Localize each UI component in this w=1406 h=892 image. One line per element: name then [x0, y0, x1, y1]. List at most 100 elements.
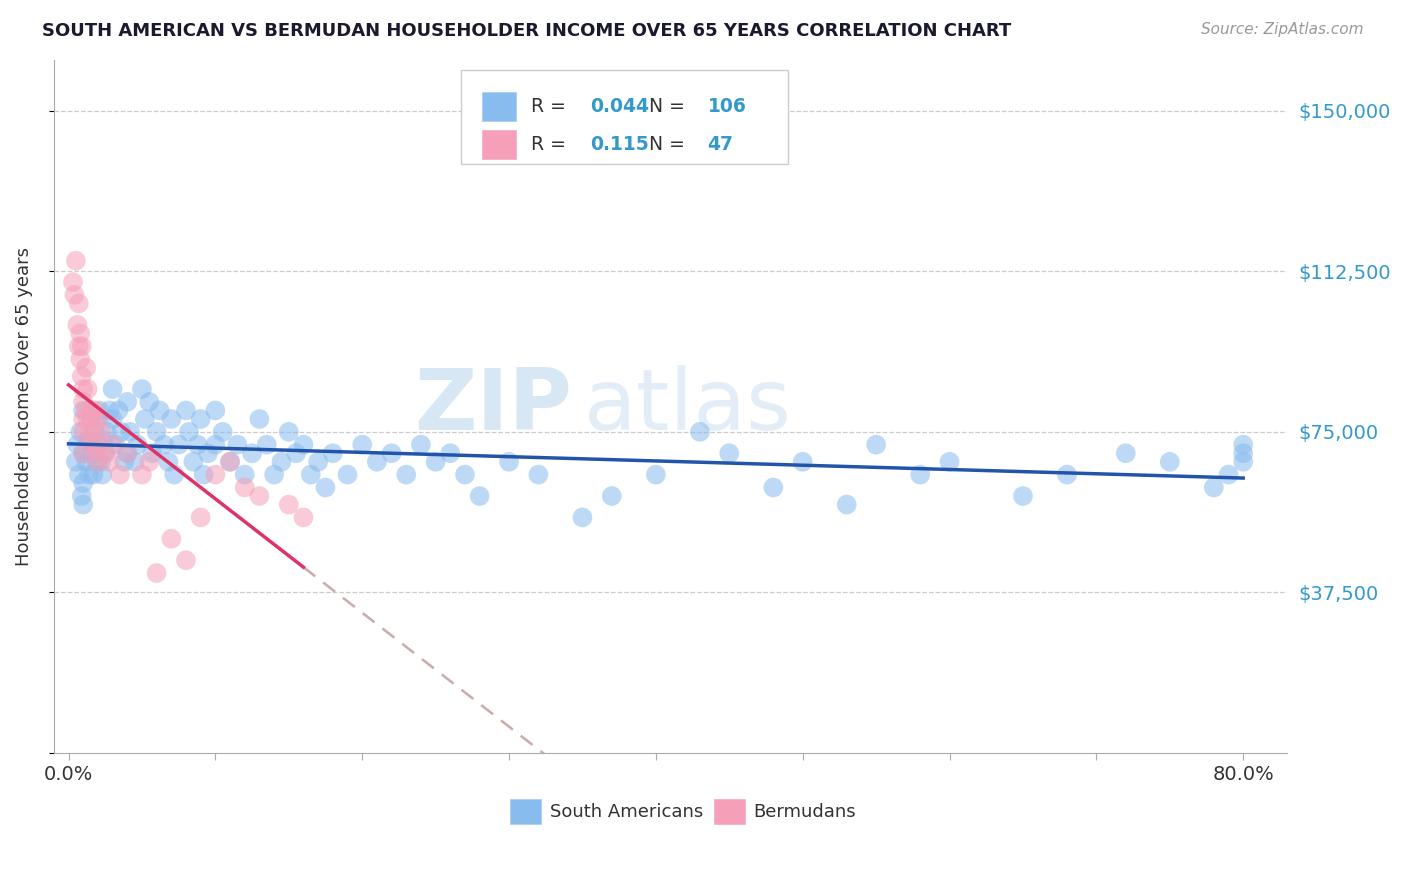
- Point: [197, 446, 219, 460]
- Point: [233, 480, 256, 494]
- Point: [270, 455, 292, 469]
- Point: [865, 438, 887, 452]
- Point: [117, 395, 139, 409]
- Point: [75, 360, 97, 375]
- Text: SOUTH AMERICAN VS BERMUDAN HOUSEHOLDER INCOME OVER 65 YEARS CORRELATION CHART: SOUTH AMERICAN VS BERMUDAN HOUSEHOLDER I…: [42, 22, 1011, 40]
- Text: 106: 106: [707, 97, 747, 116]
- Point: [72, 446, 94, 460]
- Point: [90, 425, 112, 439]
- Point: [167, 438, 190, 452]
- Point: [69, 326, 91, 341]
- Point: [138, 395, 160, 409]
- Point: [101, 412, 124, 426]
- Point: [240, 446, 263, 460]
- Point: [94, 446, 117, 460]
- Point: [395, 467, 418, 482]
- Point: [80, 412, 103, 426]
- Point: [762, 480, 785, 494]
- Point: [70, 489, 93, 503]
- Text: ZIP: ZIP: [415, 365, 572, 448]
- Point: [77, 425, 100, 439]
- Point: [87, 455, 110, 469]
- Point: [75, 455, 97, 469]
- Point: [285, 446, 308, 460]
- Text: Bermudans: Bermudans: [754, 803, 856, 821]
- Point: [79, 403, 101, 417]
- Point: [76, 434, 98, 448]
- Point: [160, 532, 183, 546]
- Point: [409, 438, 432, 452]
- Point: [67, 296, 90, 310]
- Point: [145, 425, 167, 439]
- Point: [233, 467, 256, 482]
- Point: [1202, 480, 1225, 494]
- Point: [1232, 455, 1254, 469]
- Point: [93, 434, 115, 448]
- Text: N =: N =: [637, 97, 692, 116]
- Point: [67, 467, 90, 482]
- Point: [204, 438, 226, 452]
- Point: [247, 412, 270, 426]
- Point: [72, 425, 94, 439]
- Text: 47: 47: [707, 135, 734, 154]
- Point: [219, 455, 242, 469]
- Point: [76, 412, 98, 426]
- Point: [439, 446, 461, 460]
- Point: [1012, 489, 1035, 503]
- Point: [72, 403, 94, 417]
- Point: [468, 489, 491, 503]
- Point: [256, 438, 278, 452]
- Point: [65, 253, 87, 268]
- Point: [65, 455, 87, 469]
- Point: [219, 455, 242, 469]
- Point: [1218, 467, 1240, 482]
- Point: [69, 425, 91, 439]
- Point: [75, 403, 97, 417]
- Point: [153, 438, 176, 452]
- Point: [84, 425, 107, 439]
- Text: 0.044: 0.044: [591, 97, 650, 116]
- Point: [66, 438, 89, 452]
- Point: [226, 438, 249, 452]
- Bar: [510, 799, 541, 824]
- Point: [67, 339, 90, 353]
- Point: [131, 382, 153, 396]
- Point: [86, 446, 108, 460]
- Point: [131, 467, 153, 482]
- Point: [600, 489, 623, 503]
- Point: [292, 438, 315, 452]
- Point: [76, 382, 98, 396]
- Point: [322, 446, 344, 460]
- Point: [174, 403, 197, 417]
- Point: [1056, 467, 1078, 482]
- Point: [79, 438, 101, 452]
- Point: [112, 455, 135, 469]
- Point: [96, 425, 118, 439]
- Text: N =: N =: [637, 135, 692, 154]
- Point: [644, 467, 666, 482]
- Point: [314, 480, 336, 494]
- Point: [70, 369, 93, 384]
- Point: [380, 446, 402, 460]
- Point: [718, 446, 741, 460]
- Text: atlas: atlas: [585, 365, 792, 448]
- Point: [177, 425, 200, 439]
- Point: [117, 446, 139, 460]
- Point: [336, 467, 359, 482]
- Point: [77, 467, 100, 482]
- Point: [187, 438, 209, 452]
- Point: [204, 467, 226, 482]
- Text: Source: ZipAtlas.com: Source: ZipAtlas.com: [1201, 22, 1364, 37]
- Point: [292, 510, 315, 524]
- Point: [193, 467, 215, 482]
- Point: [454, 467, 477, 482]
- Point: [66, 318, 89, 332]
- Point: [571, 510, 593, 524]
- Point: [91, 467, 114, 482]
- Text: R =: R =: [531, 97, 572, 116]
- Point: [69, 352, 91, 367]
- Text: R =: R =: [531, 135, 572, 154]
- Point: [72, 476, 94, 491]
- Point: [1232, 446, 1254, 460]
- Point: [160, 412, 183, 426]
